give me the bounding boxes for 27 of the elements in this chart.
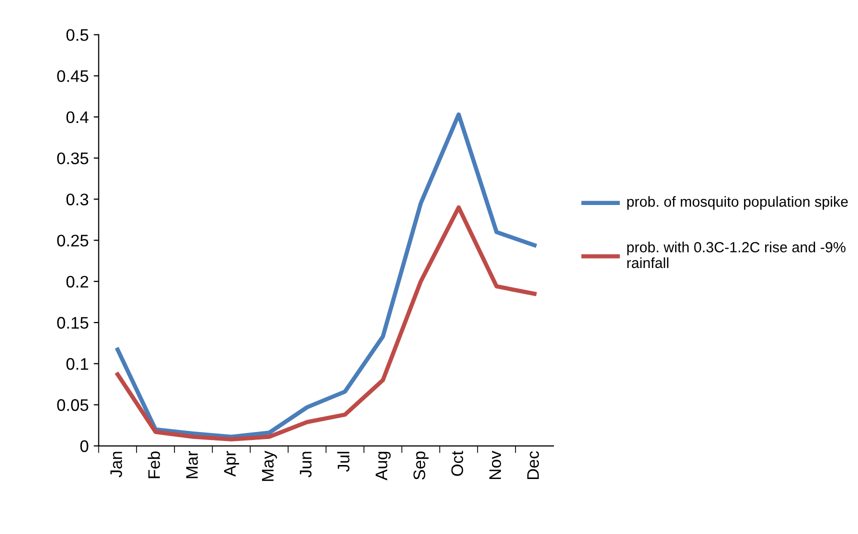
line-series bbox=[116, 205, 537, 442]
x-tick-label: Jan bbox=[110, 452, 122, 478]
x-tick-label: Jun bbox=[300, 452, 312, 478]
x-tick-label: Nov bbox=[489, 450, 502, 480]
x-tick-label: Oct bbox=[451, 450, 464, 476]
y-tick-label: 0.2 bbox=[66, 276, 88, 288]
x-tick-label: Feb bbox=[148, 451, 160, 478]
x-tick-label: Mar bbox=[186, 451, 198, 478]
line-series bbox=[116, 112, 537, 439]
y-tick-label: 0.05 bbox=[57, 399, 88, 411]
x-tick-label: Apr bbox=[224, 451, 240, 477]
x-tick-label: Sep bbox=[413, 451, 429, 480]
x-tick-label: May bbox=[262, 450, 277, 481]
legend-label: prob. of mosquito population spike bbox=[627, 196, 848, 210]
y-tick-label: 0.1 bbox=[66, 358, 88, 370]
x-tick-label: Aug bbox=[376, 452, 391, 480]
y-tick-label: 0.3 bbox=[66, 194, 88, 206]
x-tick-label: Dec bbox=[527, 451, 539, 480]
y-tick-label: 0.35 bbox=[57, 152, 88, 164]
y-tick-label: 0.25 bbox=[57, 234, 88, 247]
y-tick-label: 0.15 bbox=[57, 316, 88, 329]
y-tick-label: 0 bbox=[80, 440, 88, 452]
y-tick-label: 0.4 bbox=[66, 111, 88, 124]
y-tick-label: 0.45 bbox=[57, 70, 88, 82]
legend-label: prob. with 0.3C-1.2C rise and -9% rainfall bbox=[627, 242, 846, 268]
y-tick-label: 0.5 bbox=[66, 29, 88, 41]
x-tick-label: Jul bbox=[337, 452, 350, 472]
